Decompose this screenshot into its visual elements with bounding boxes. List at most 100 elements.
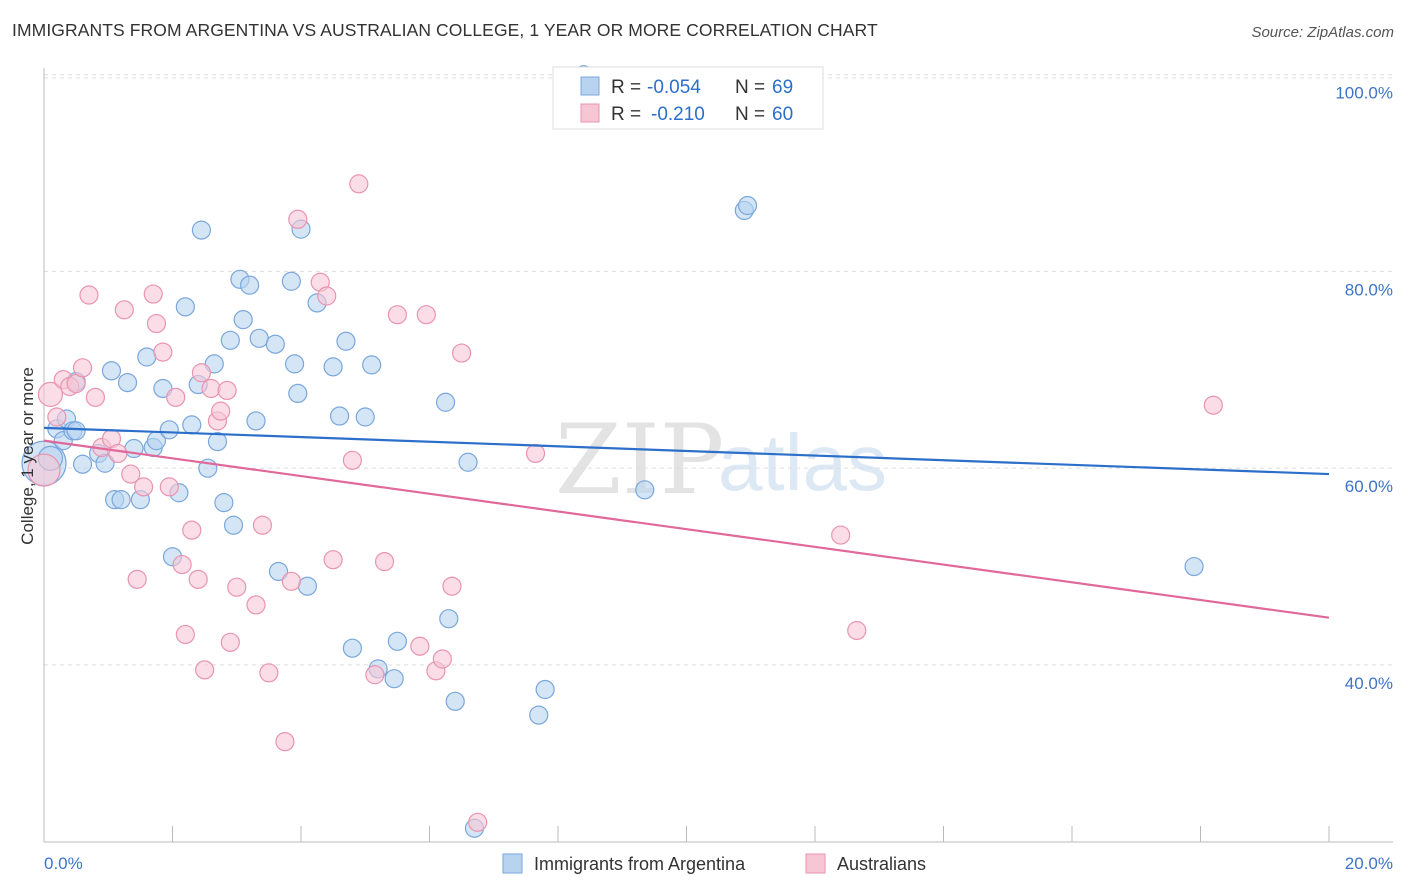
trend-line-pink	[43, 439, 1330, 619]
trend-lines	[43, 426, 1330, 619]
legend-r-value-pink: -0.210	[651, 104, 705, 125]
scatter-point-blue	[362, 355, 382, 375]
scatter-point-pink	[211, 401, 231, 421]
y-tick-label: 40.0%	[1345, 674, 1393, 693]
scatter-point-blue	[72, 454, 93, 474]
scatter-point-pink	[416, 305, 436, 325]
bottom-legend: Immigrants from Argentina Australians	[502, 853, 926, 874]
scatter-point-blue	[265, 334, 285, 354]
scatter-point-blue	[249, 328, 269, 348]
scatter-point-blue	[342, 638, 362, 658]
y-tick-label: 100.0%	[1335, 84, 1393, 103]
scatter-point-blue	[284, 354, 305, 374]
scatter-point-pink	[831, 525, 851, 545]
watermark-atlas: atlas	[718, 418, 887, 507]
scatter-point-blue	[240, 275, 260, 295]
scatter-point-pink	[220, 632, 240, 652]
legend-r-label-pink: R =	[611, 104, 641, 125]
legend-n-label-pink: N =	[735, 104, 765, 125]
scatter-point-pink	[323, 550, 343, 570]
scatter-point-blue	[281, 271, 301, 291]
scatter-point-blue	[384, 669, 404, 689]
scatter-point-blue	[635, 480, 655, 500]
scatter-point-blue	[246, 411, 266, 431]
bottom-legend-swatch-blue	[502, 853, 523, 874]
scatter-point-blue	[297, 576, 318, 596]
scatter-point-blue	[182, 415, 202, 435]
scatter-point-blue	[439, 609, 459, 629]
scatter-point-pink	[121, 464, 141, 484]
scatter-point-blue	[529, 705, 549, 725]
scatter-point-pink	[201, 378, 221, 399]
scatter-point-blue	[191, 220, 212, 240]
y-axis-label: College, 1 year or more	[18, 367, 37, 545]
bottom-legend-swatch-pink	[805, 853, 826, 874]
scatter-point-pink	[79, 285, 99, 305]
scatter-point-pink	[72, 358, 93, 378]
x-tick-label-max: 20.0%	[1345, 854, 1393, 873]
scatter-point-pink	[146, 313, 167, 334]
scatter-point-blue	[159, 420, 179, 440]
scatter-point-pink	[1203, 395, 1223, 415]
scatter-point-pink	[191, 363, 212, 383]
scatter-point-blue	[535, 679, 555, 700]
trend-line-blue	[43, 426, 1330, 476]
scatter-point-pink	[246, 595, 266, 615]
scatter-point-pink	[182, 520, 202, 540]
scatter-point-blue	[101, 361, 122, 381]
scatter-point-pink	[342, 450, 362, 470]
scatter-point-pink	[47, 407, 67, 427]
scatter-point-pink	[317, 286, 337, 306]
legend-r-label-blue: R =	[611, 77, 641, 98]
legend-swatch-blue	[580, 76, 600, 96]
y-tick-label: 60.0%	[1345, 477, 1393, 496]
bottom-legend-label-blue: Immigrants from Argentina	[534, 854, 746, 874]
scatter-point-pink	[847, 620, 867, 641]
scatter-point-pink	[349, 174, 369, 194]
scatter-point-pink	[365, 665, 385, 685]
scatter-point-pink	[27, 453, 61, 487]
scatter-point-pink	[288, 209, 308, 229]
scatter-point-pink	[127, 569, 147, 589]
scatter-point-pink	[252, 515, 273, 535]
y-tick-label: 80.0%	[1345, 280, 1393, 299]
scatter-point-blue	[175, 297, 195, 317]
scatter-point-pink	[452, 343, 472, 363]
scatter-point-blue	[737, 195, 758, 216]
scatter-point-pink	[108, 443, 128, 464]
scatter-point-pink	[37, 381, 64, 407]
scatter-point-blue	[233, 310, 253, 330]
grid	[44, 74, 1393, 666]
scatter-point-pink	[172, 554, 192, 575]
scatter-point-pink	[281, 571, 301, 591]
scatter-point-blue	[137, 347, 157, 367]
series-australians-points	[27, 174, 1223, 832]
scatter-point-blue	[458, 452, 478, 472]
scatter-point-pink	[159, 477, 179, 497]
legend-n-label-blue: N =	[735, 77, 765, 98]
bottom-legend-label-pink: Australians	[837, 854, 926, 874]
legend-n-value-blue: 69	[772, 77, 793, 98]
scatter-point-blue	[387, 631, 407, 651]
scatter-point-blue	[207, 432, 228, 452]
scatter-point-pink	[468, 812, 488, 832]
scatter-point-pink	[195, 660, 215, 680]
watermark-zip: ZIP	[555, 404, 724, 516]
legend-n-value-pink: 60	[772, 104, 793, 125]
scatter-point-blue	[223, 515, 244, 535]
scatter-point-pink	[410, 636, 430, 656]
scatter-point-blue	[111, 490, 131, 510]
scatter-point-blue	[1184, 556, 1204, 577]
chart-title: IMMIGRANTS FROM ARGENTINA VS AUSTRALIAN …	[12, 20, 878, 40]
legend-r-value-blue: -0.054	[647, 77, 701, 98]
x-tick-label-min: 0.0%	[44, 854, 83, 873]
scatter-point-pink	[166, 387, 186, 407]
scatter-point-pink	[387, 305, 407, 325]
scatter-point-blue	[268, 561, 289, 582]
scatter-point-pink	[143, 284, 163, 304]
scatter-point-blue	[66, 421, 86, 441]
scatter-point-blue	[336, 331, 356, 351]
scatter-point-pink	[175, 624, 195, 645]
scatter-point-blue	[435, 392, 456, 412]
scatter-point-pink	[114, 300, 134, 320]
